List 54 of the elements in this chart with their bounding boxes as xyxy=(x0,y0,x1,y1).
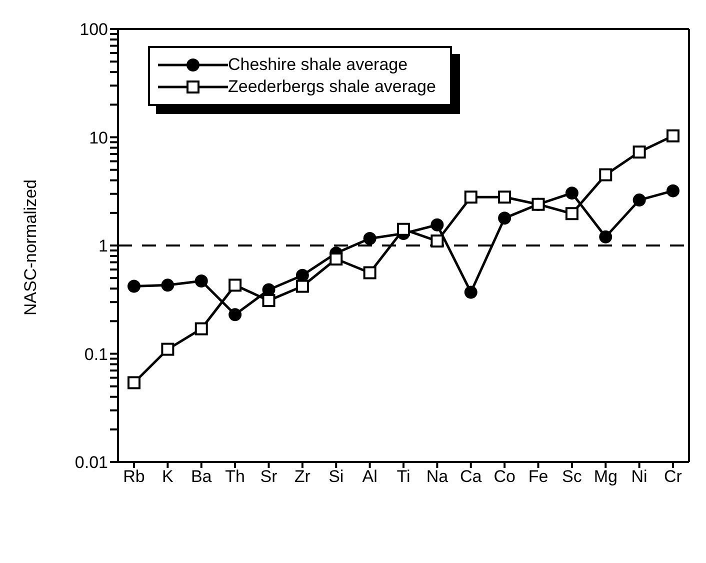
x-tick-label: Ba xyxy=(190,467,212,486)
point xyxy=(397,222,410,236)
y-tick-label: 100 xyxy=(80,20,108,40)
point xyxy=(128,280,140,293)
point xyxy=(228,278,242,292)
point xyxy=(498,212,512,225)
x-tick-label: Al xyxy=(362,467,378,486)
point xyxy=(565,207,578,220)
point xyxy=(666,129,680,142)
point xyxy=(194,274,208,288)
point xyxy=(599,168,612,182)
point xyxy=(464,286,478,299)
y-tick-label: 0.1 xyxy=(84,344,108,364)
point xyxy=(430,234,444,248)
point xyxy=(296,280,309,293)
point xyxy=(464,190,478,204)
x-tick-label: Sr xyxy=(260,467,278,486)
point xyxy=(262,294,276,308)
point xyxy=(330,252,343,266)
point xyxy=(363,266,376,280)
point xyxy=(128,376,140,390)
point xyxy=(565,186,578,200)
point xyxy=(632,194,646,207)
legend-label: Zeederbergs shale average xyxy=(228,77,436,97)
y-tick-label: 0.01 xyxy=(74,453,108,472)
x-tick-label: Fe xyxy=(528,467,548,486)
x-tick-label: Ni xyxy=(631,467,648,486)
x-tick-label: Cr xyxy=(664,467,682,486)
y-tick-label: 10 xyxy=(89,128,108,148)
x-tick-label: Sc xyxy=(562,467,582,486)
point xyxy=(296,268,309,282)
point xyxy=(599,230,612,244)
x-tick-label: Rb xyxy=(123,467,145,486)
x-tick-label: Co xyxy=(494,467,516,486)
point xyxy=(363,232,376,246)
y-axis-title: NASC-normalized xyxy=(21,179,40,316)
x-tick-label: Zr xyxy=(294,467,311,486)
x-tick-label: Ca xyxy=(460,467,482,486)
legend-label: Cheshire shale average xyxy=(228,55,408,75)
x-tick-label: K xyxy=(162,467,174,486)
point xyxy=(194,322,208,336)
point xyxy=(161,278,174,292)
point xyxy=(666,184,680,198)
x-tick-label: Na xyxy=(426,467,449,486)
y-tick-label: 1 xyxy=(98,236,108,256)
x-tick-label: Th xyxy=(225,467,245,486)
point xyxy=(228,308,242,322)
point xyxy=(430,218,444,232)
x-tick-label: Ti xyxy=(396,467,410,486)
x-tick-label: Mg xyxy=(594,467,618,486)
x-tick-label: Si xyxy=(328,467,344,486)
point xyxy=(632,146,646,159)
point xyxy=(161,342,174,356)
point xyxy=(498,190,512,204)
